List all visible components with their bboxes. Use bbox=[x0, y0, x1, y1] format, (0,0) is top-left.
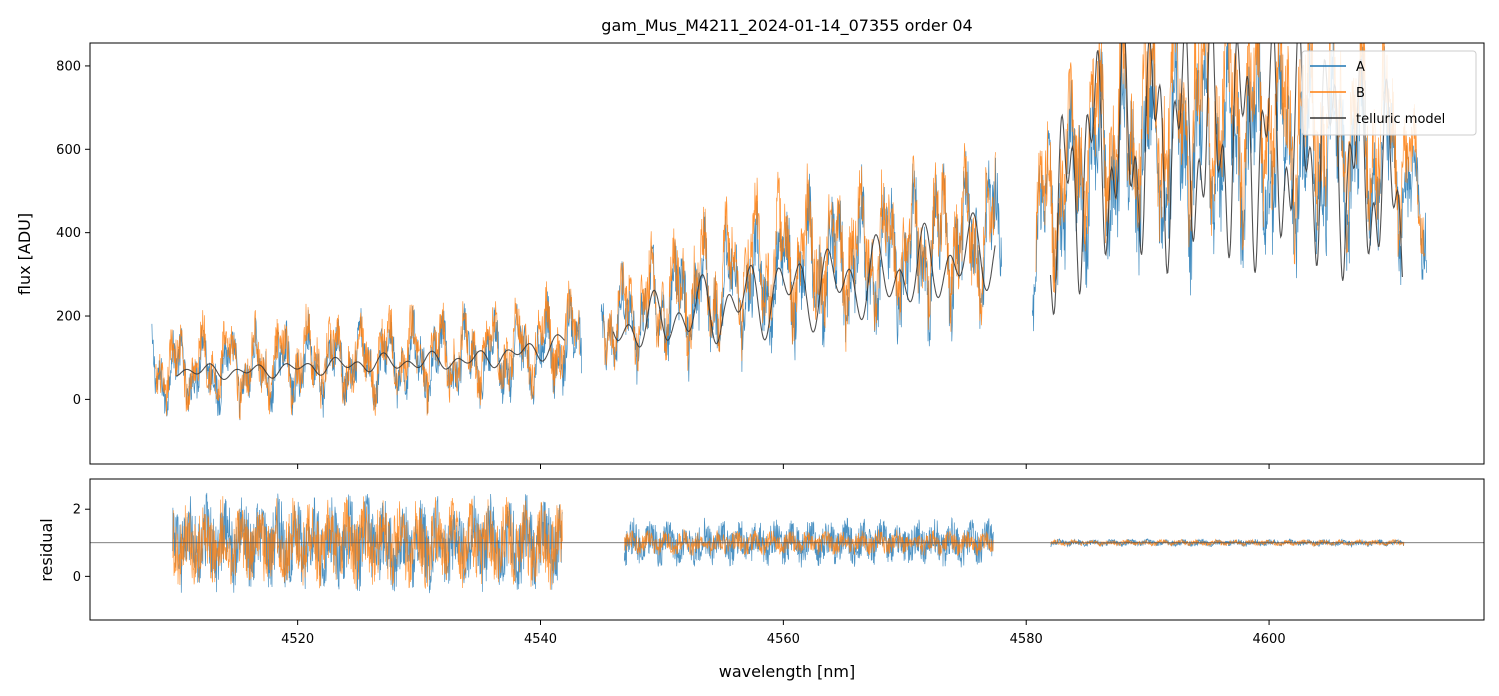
bottom-plot-area: 02 4520 4540 4560 4580 4600 bbox=[73, 478, 1485, 647]
x-tick-label: 4600 bbox=[1253, 632, 1286, 647]
legend-label-telluric: telluric model bbox=[1356, 112, 1445, 127]
series-B-segment bbox=[155, 280, 580, 421]
x-tick-label: 4580 bbox=[1010, 632, 1043, 647]
top-y-tick-label: 400 bbox=[56, 226, 81, 241]
bottom-series-group bbox=[90, 492, 1484, 594]
top-y-tick-label: 800 bbox=[56, 59, 81, 74]
legend-label-a: A bbox=[1356, 60, 1365, 75]
series-telluric-model-segment bbox=[1049, 43, 1403, 316]
bottom-y-ticks: 02 bbox=[73, 503, 90, 585]
chart-title: gam_Mus_M4211_2024-01-14_07355 order 04 bbox=[601, 16, 972, 36]
residual-B-segment bbox=[172, 496, 563, 590]
residual-A-segment bbox=[1050, 538, 1405, 549]
bottom-x-ticks: 4520 4540 4560 4580 4600 bbox=[281, 620, 1286, 647]
series-telluric-model-segment bbox=[612, 212, 996, 348]
legend-label-b: B bbox=[1356, 86, 1365, 101]
top-y-tick-label: 600 bbox=[56, 143, 81, 158]
bottom-y-axis-label: residual bbox=[37, 518, 56, 581]
x-axis-label: wavelength [nm] bbox=[719, 662, 856, 681]
bottom-axes-frame bbox=[89, 478, 1485, 621]
top-plot-area: 0 200 400 600 800 bbox=[56, 42, 1485, 469]
top-x-ticks bbox=[297, 464, 1270, 469]
series-B-segment bbox=[603, 143, 996, 372]
legend-box bbox=[1301, 50, 1477, 136]
bottom-y-tick-label: 0 bbox=[73, 570, 81, 585]
top-y-tick-label: 0 bbox=[73, 393, 81, 408]
bottom-y-tick-label: 2 bbox=[73, 503, 81, 518]
x-tick-label: 4520 bbox=[281, 632, 314, 647]
x-tick-label: 4540 bbox=[524, 632, 557, 647]
top-series-group bbox=[151, 43, 1428, 421]
top-y-axis-label: flux [ADU] bbox=[15, 213, 34, 295]
x-tick-label: 4560 bbox=[767, 632, 800, 647]
legend: A B telluric model bbox=[1301, 50, 1477, 136]
top-y-ticks: 0 200 400 600 800 bbox=[56, 59, 90, 408]
top-y-tick-label: 200 bbox=[56, 310, 81, 325]
top-axes-frame bbox=[89, 42, 1485, 465]
series-telluric-model-segment bbox=[176, 334, 565, 380]
